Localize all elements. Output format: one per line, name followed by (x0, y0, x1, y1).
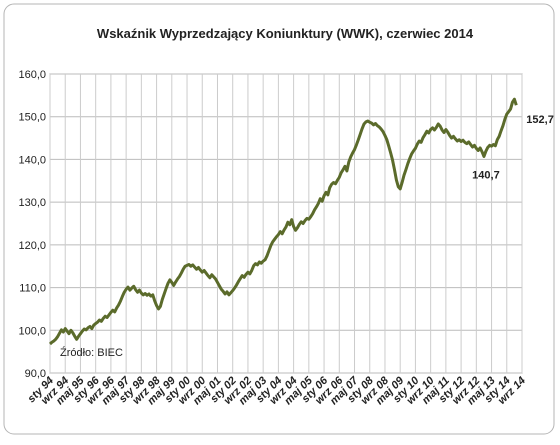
y-tick-label: 120,0 (18, 240, 46, 252)
annotation: 152,7 (526, 114, 554, 126)
y-tick-label: 130,0 (18, 197, 46, 209)
chart-title: Wskaźnik Wyprzedzający Koniunktury (WWK)… (97, 26, 474, 41)
y-tick-label: 140,0 (18, 154, 46, 166)
y-tick-label: 100,0 (18, 325, 46, 337)
y-tick-label: 90,0 (25, 368, 46, 380)
y-tick-label: 160,0 (18, 69, 46, 81)
chart-frame (3, 3, 555, 435)
y-tick-label: 110,0 (19, 283, 46, 295)
source-note: Źródło: BIEC (60, 346, 123, 359)
annotation: 140,7 (472, 169, 500, 181)
data-line (48, 97, 518, 346)
y-tick-label: 150,0 (18, 112, 46, 124)
